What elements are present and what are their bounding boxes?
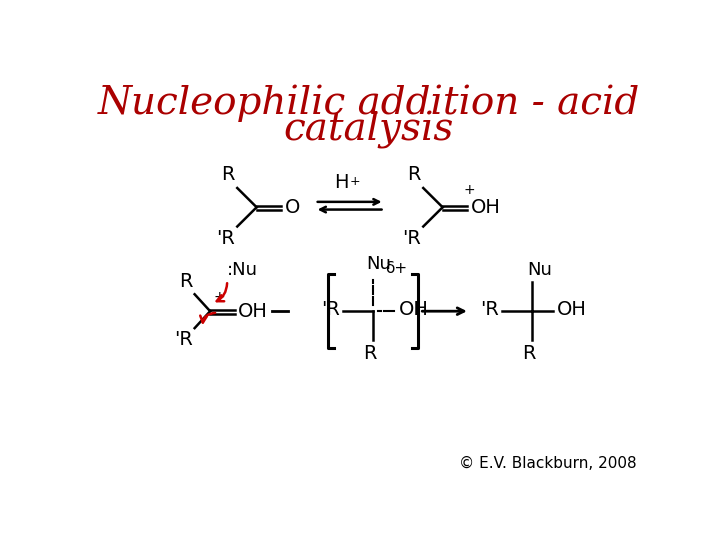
Text: R: R <box>408 165 421 184</box>
Text: R: R <box>522 343 536 362</box>
Text: 'R: 'R <box>402 229 421 248</box>
Text: Nu: Nu <box>527 261 552 279</box>
Text: Nu: Nu <box>366 255 392 273</box>
Text: © E.V. Blackburn, 2008: © E.V. Blackburn, 2008 <box>459 456 636 471</box>
Text: R: R <box>179 272 193 291</box>
FancyArrowPatch shape <box>217 283 227 301</box>
Text: 'R: 'R <box>216 229 235 248</box>
Text: 'R: 'R <box>174 330 193 349</box>
Text: OH: OH <box>471 198 500 217</box>
Text: +: + <box>350 175 360 188</box>
Text: +: + <box>463 183 474 197</box>
Text: 'R: 'R <box>480 300 499 319</box>
Text: :Nu: :Nu <box>228 261 258 279</box>
Text: δ+: δ+ <box>385 261 408 276</box>
Text: OH: OH <box>557 300 586 319</box>
Text: OH: OH <box>399 300 429 319</box>
Text: catalysis: catalysis <box>284 111 454 149</box>
Text: R: R <box>222 165 235 184</box>
Text: R: R <box>363 343 377 362</box>
Text: Nucleophilic addition - acid: Nucleophilic addition - acid <box>98 85 640 122</box>
Text: H: H <box>335 173 349 192</box>
Text: OH: OH <box>238 302 268 321</box>
Text: +: + <box>214 291 225 305</box>
Text: 'R: 'R <box>321 300 341 319</box>
FancyArrowPatch shape <box>200 313 215 322</box>
Text: O: O <box>284 198 300 217</box>
